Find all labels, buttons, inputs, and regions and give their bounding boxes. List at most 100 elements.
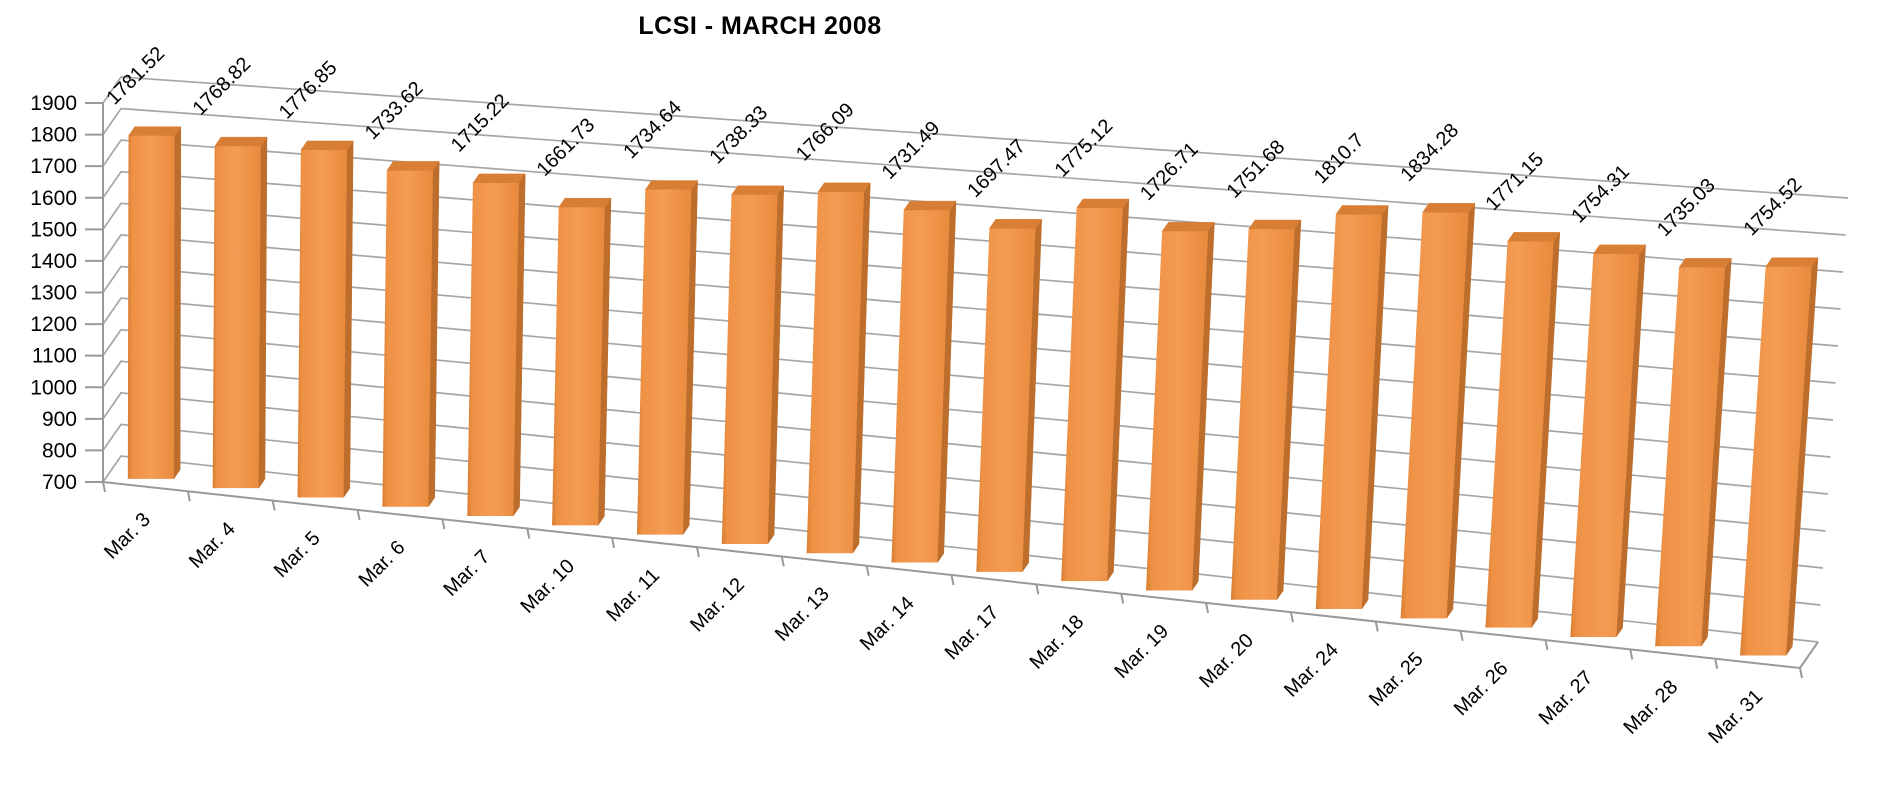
bar-front-face [976, 228, 1036, 572]
y-axis-tick-label: 900 [42, 408, 77, 431]
bar-front-face [297, 150, 347, 498]
bar-front-face [806, 192, 864, 554]
x-axis-category-label: Mar. 7 [440, 546, 495, 601]
bar-mar-11[interactable] [636, 179, 699, 536]
x-axis-category-label: Mar. 25 [1365, 648, 1428, 711]
bar-front-face [212, 146, 261, 489]
x-axis-category-label: Mar. 28 [1620, 676, 1683, 739]
bar-front-face [382, 170, 433, 507]
x-axis-category-label: Mar. 31 [1704, 685, 1767, 748]
data-label: 1776.85 [275, 57, 342, 124]
bar-mar-6[interactable] [382, 160, 440, 508]
bar-front-face [1400, 212, 1469, 619]
bar-mar-26[interactable] [1485, 231, 1561, 629]
bar-top-face [1678, 258, 1732, 268]
category-tick [1459, 630, 1464, 641]
category-tick [1205, 602, 1210, 614]
bar-top-face [1765, 257, 1819, 268]
x-axis-category-label: Mar. 27 [1535, 667, 1598, 730]
y-axis-tick-label: 700 [42, 471, 77, 494]
x-axis-category-label: Mar. 3 [100, 509, 155, 564]
bar-top-face [1161, 222, 1215, 232]
bar-top-face [1248, 219, 1302, 230]
bar-mar-12[interactable] [721, 184, 785, 545]
x-axis-category-label: Mar. 19 [1110, 620, 1173, 683]
category-tick [1714, 658, 1719, 669]
data-label: 1771.15 [1481, 148, 1548, 215]
bar-side-face [173, 125, 182, 480]
bar-top-face [1076, 198, 1130, 209]
data-label: 1775.12 [1051, 115, 1118, 182]
bar-front-face [721, 194, 778, 544]
bar-mar-4[interactable] [212, 136, 268, 489]
x-axis-category-label: Mar. 13 [771, 583, 834, 646]
bar-mar-27[interactable] [1570, 244, 1647, 638]
category-tick [356, 509, 361, 521]
category-tick [186, 491, 191, 502]
x-axis-category-label: Mar. 11 [602, 564, 664, 626]
y-axis-tick-label: 1500 [30, 218, 77, 241]
category-tick [1035, 584, 1040, 595]
category-tick [780, 556, 785, 567]
y-axis-tick-label: 1900 [30, 92, 77, 115]
x-axis-category-label: Mar. 14 [856, 592, 919, 655]
bar-top-face [300, 140, 354, 151]
y-axis-tick-label: 1000 [30, 376, 77, 399]
bar-front-face [1739, 266, 1812, 656]
category-tick [695, 546, 700, 558]
gridline-1500 [102, 202, 1839, 347]
bar-mar-13[interactable] [806, 182, 871, 555]
y-axis-tick-label: 800 [42, 439, 77, 462]
bar-top-face [903, 200, 957, 211]
y-axis-tick-label: 1600 [30, 187, 77, 210]
bar-mar-7[interactable] [467, 173, 526, 517]
chart-title: LCSI - MARCH 2008 [638, 12, 882, 40]
x-axis-category-label: Mar. 12 [686, 574, 749, 637]
bar-mar-17[interactable] [976, 218, 1043, 573]
bar-front-face [1485, 241, 1554, 628]
bar-mar-25[interactable] [1400, 202, 1476, 620]
category-tick [1120, 593, 1125, 604]
category-tick [1799, 667, 1803, 679]
category-tick [441, 519, 446, 530]
y-axis-tick-label: 1200 [30, 313, 77, 336]
bar-top-face [731, 185, 785, 196]
data-label: 1810.7 [1310, 129, 1369, 188]
x-axis-category-label: Mar. 10 [516, 555, 579, 618]
y-axis-tick-label: 1400 [30, 250, 77, 273]
data-label: 1781.52 [102, 43, 169, 110]
bar-top-face [214, 136, 268, 147]
x-axis-category-label: Mar. 24 [1280, 639, 1343, 702]
gridline-1400 [102, 234, 1836, 384]
data-label: 1661.73 [533, 114, 600, 181]
x-axis-category-label: Mar. 4 [185, 518, 240, 573]
gridline-1000 [102, 360, 1826, 532]
x-axis-category-label: Mar. 18 [1026, 611, 1089, 674]
bar-top-face [988, 219, 1043, 229]
x-axis-category-label: Mar. 26 [1450, 657, 1513, 720]
data-label: 1734.64 [619, 97, 686, 164]
bar-front-face [1315, 214, 1382, 610]
category-tick [526, 528, 531, 539]
gridline-700 [102, 455, 1819, 643]
bar-mar-19[interactable] [1146, 221, 1215, 592]
x-axis-category-label: Mar. 20 [1195, 630, 1258, 693]
bar-front-face [127, 135, 175, 479]
category-tick [1544, 639, 1549, 651]
bar-mar-31[interactable] [1739, 256, 1819, 657]
bar-mar-14[interactable] [891, 200, 957, 564]
bar-mar-20[interactable] [1230, 219, 1302, 601]
bar-mar-18[interactable] [1061, 198, 1130, 583]
bar-mar-10[interactable] [552, 197, 612, 527]
category-tick [1289, 612, 1294, 623]
category-tick [950, 574, 955, 586]
bar-mar-5[interactable] [297, 140, 354, 499]
data-label: 1834.28 [1397, 119, 1464, 186]
bar-front-face [891, 210, 950, 563]
bar-mar-28[interactable] [1655, 257, 1732, 648]
data-label: 1733.62 [361, 77, 428, 144]
bar-mar-3[interactable] [127, 125, 182, 480]
bar-front-face [636, 189, 692, 535]
bar-mar-24[interactable] [1315, 204, 1389, 610]
